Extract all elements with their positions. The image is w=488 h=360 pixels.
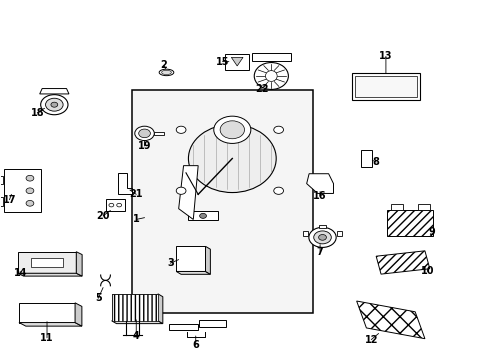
Polygon shape xyxy=(178,166,198,220)
Polygon shape xyxy=(231,57,243,66)
Polygon shape xyxy=(390,204,402,210)
Polygon shape xyxy=(106,199,124,211)
Polygon shape xyxy=(4,169,41,212)
Text: 6: 6 xyxy=(192,340,199,350)
Text: 11: 11 xyxy=(40,333,54,343)
Polygon shape xyxy=(18,273,82,276)
Text: 9: 9 xyxy=(428,227,435,237)
Polygon shape xyxy=(251,53,290,61)
Ellipse shape xyxy=(51,102,58,107)
Text: 13: 13 xyxy=(378,51,392,61)
Ellipse shape xyxy=(220,121,244,139)
Ellipse shape xyxy=(135,126,154,140)
Ellipse shape xyxy=(254,63,288,89)
Text: 5: 5 xyxy=(95,293,102,303)
Ellipse shape xyxy=(318,234,326,240)
Polygon shape xyxy=(111,294,158,321)
Polygon shape xyxy=(154,132,163,135)
Polygon shape xyxy=(375,251,429,274)
Ellipse shape xyxy=(308,227,335,247)
Polygon shape xyxy=(417,204,429,210)
Polygon shape xyxy=(188,211,217,220)
Ellipse shape xyxy=(139,129,150,138)
Text: 8: 8 xyxy=(372,157,379,167)
Bar xyxy=(132,90,312,313)
Polygon shape xyxy=(158,294,163,324)
Ellipse shape xyxy=(273,126,283,134)
Text: 17: 17 xyxy=(3,195,16,205)
Text: 2: 2 xyxy=(161,60,167,70)
Polygon shape xyxy=(111,321,163,324)
Ellipse shape xyxy=(45,98,63,111)
Polygon shape xyxy=(303,231,307,237)
Polygon shape xyxy=(205,246,210,274)
Polygon shape xyxy=(351,73,419,100)
Ellipse shape xyxy=(176,187,185,194)
Ellipse shape xyxy=(213,116,250,143)
Text: 22: 22 xyxy=(254,84,268,94)
Text: 14: 14 xyxy=(14,268,27,278)
Polygon shape xyxy=(386,211,432,235)
Text: 19: 19 xyxy=(138,141,151,151)
Polygon shape xyxy=(18,252,76,273)
Polygon shape xyxy=(19,303,75,323)
Polygon shape xyxy=(176,271,210,274)
Polygon shape xyxy=(336,231,341,237)
Polygon shape xyxy=(40,89,69,94)
Polygon shape xyxy=(199,320,226,327)
Ellipse shape xyxy=(176,126,185,134)
Polygon shape xyxy=(168,324,198,330)
Text: 1: 1 xyxy=(133,215,140,224)
Ellipse shape xyxy=(273,187,283,194)
Ellipse shape xyxy=(26,188,34,194)
Ellipse shape xyxy=(117,203,122,207)
Polygon shape xyxy=(0,197,3,206)
Text: 20: 20 xyxy=(96,211,110,221)
Polygon shape xyxy=(354,76,416,97)
Text: 7: 7 xyxy=(316,247,323,257)
Text: 16: 16 xyxy=(313,191,326,201)
Text: 15: 15 xyxy=(215,57,229,67)
Polygon shape xyxy=(176,246,205,271)
Ellipse shape xyxy=(265,71,277,81)
Polygon shape xyxy=(306,174,333,193)
Text: 10: 10 xyxy=(420,266,433,276)
Text: 3: 3 xyxy=(167,258,173,268)
Text: 12: 12 xyxy=(364,334,377,345)
Polygon shape xyxy=(0,176,3,184)
Ellipse shape xyxy=(26,201,34,206)
Polygon shape xyxy=(360,150,371,167)
Polygon shape xyxy=(19,323,81,326)
Polygon shape xyxy=(31,258,63,267)
Text: 21: 21 xyxy=(129,189,142,199)
Ellipse shape xyxy=(26,175,34,181)
Polygon shape xyxy=(318,225,325,228)
Ellipse shape xyxy=(159,69,173,76)
Polygon shape xyxy=(75,303,81,326)
Polygon shape xyxy=(76,252,82,276)
Polygon shape xyxy=(224,54,249,70)
Ellipse shape xyxy=(199,213,206,219)
Ellipse shape xyxy=(161,70,171,75)
Ellipse shape xyxy=(109,203,114,207)
Ellipse shape xyxy=(188,125,276,193)
Ellipse shape xyxy=(41,95,68,115)
Polygon shape xyxy=(111,294,158,321)
Polygon shape xyxy=(356,301,424,339)
Ellipse shape xyxy=(313,231,330,244)
Text: 18: 18 xyxy=(30,108,44,118)
Text: 4: 4 xyxy=(133,331,140,341)
Polygon shape xyxy=(118,173,132,194)
